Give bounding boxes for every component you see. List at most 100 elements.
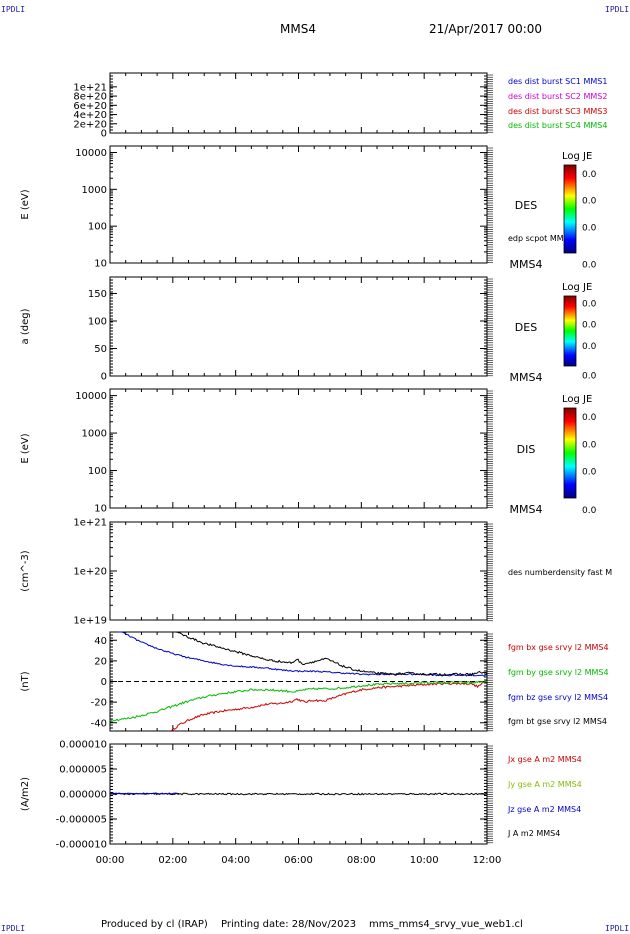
y-tick-label: 0.000000	[59, 790, 107, 801]
series-label: Jz gse A m2 MMS4	[507, 805, 581, 814]
y-tick-label: 1e+19	[73, 616, 107, 627]
y-tick-label: 1e+20	[73, 567, 107, 578]
spacecraft-label: MMS4	[510, 371, 543, 384]
y-tick-label: 40	[94, 636, 107, 647]
y-tick-label: 10000	[75, 148, 107, 159]
panel-frame-des-pitch	[109, 276, 488, 377]
y-tick-label: 1000	[82, 429, 107, 440]
corner-label-top-right: IPDLI	[605, 5, 630, 14]
series-label: Jy gse A m2 MMS4	[507, 780, 582, 789]
panel-frame-density	[109, 521, 488, 621]
footer-printing-date: Printing date: 28/Nov/2023	[221, 919, 357, 930]
y-tick-label: 0	[101, 372, 107, 383]
date-title: 21/Apr/2017 00:00	[429, 22, 543, 36]
y-tick-label: -0.000005	[56, 815, 107, 826]
colorbar-tick-label: 0.0	[582, 197, 597, 207]
corner-label-bottom-right: IPDLI	[605, 924, 630, 933]
x-tick-label: 06:00	[284, 855, 313, 866]
x-tick-label: 00:00	[96, 855, 125, 866]
y-tick-label: 6e+20	[73, 101, 107, 112]
series-label: des dist burst SC2 MMS2	[508, 92, 607, 101]
colorbar-tick-label: 0.0	[582, 440, 597, 450]
series-label: des dist burst SC4 MMS4	[508, 121, 607, 130]
colorbar	[563, 164, 577, 254]
series-label: des dist burst SC3 MMS3	[508, 107, 607, 116]
footer-filename: mms_mms4_srvy_vue_web1.cl	[369, 919, 523, 930]
y-axis-label: a (deg)	[20, 308, 31, 344]
series-line	[117, 631, 488, 677]
panel-frame-des-energy	[109, 145, 488, 264]
footer-produced: Produced by cl (IRAP)	[101, 919, 208, 930]
colorbar-tick-label: 0.0	[582, 413, 597, 423]
y-axis-label: (nT)	[20, 671, 31, 691]
x-tick-label: 02:00	[158, 855, 187, 866]
series-label: fgm bz gse srvy l2 MMS4	[508, 693, 608, 702]
y-tick-label: 4e+20	[73, 110, 107, 121]
series-label: fgm by gse srvy l2 MMS4	[508, 668, 609, 677]
y-tick-label: 100	[88, 466, 107, 477]
y-tick-label: 0.000010	[59, 740, 107, 751]
y-tick-label: 8e+20	[73, 92, 107, 103]
colorbar-title: Log JE	[562, 282, 592, 293]
corner-label-bottom-left: IPDLI	[1, 924, 26, 933]
panel-frame-dis-energy	[109, 388, 488, 509]
colorbar-title: Log JE	[562, 394, 592, 405]
corner-label-top-left: IPDLI	[1, 5, 26, 14]
y-tick-label: 150	[88, 289, 107, 300]
y-tick-label: 2e+20	[73, 119, 107, 130]
series-line	[109, 792, 180, 795]
series-line	[109, 792, 488, 796]
overlay-label: edp scpot MMS4	[508, 234, 574, 243]
colorbar-tick-label: 0.0	[582, 342, 597, 352]
spacecraft-title: MMS4	[280, 22, 316, 36]
y-tick-label: 1000	[82, 185, 107, 196]
y-tick-label: 20	[94, 656, 107, 667]
y-tick-label: 100	[88, 222, 107, 233]
y-tick-label: 10	[94, 259, 107, 270]
y-tick-label: 10000	[75, 391, 107, 402]
instrument-label: DES	[515, 321, 537, 334]
y-tick-label: 50	[94, 344, 107, 355]
colorbar-tick-label: 0.0	[582, 299, 597, 309]
colorbar	[563, 295, 577, 367]
instrument-label: DIS	[517, 443, 536, 456]
series-label: des dist burst SC1 MMS1	[508, 77, 607, 86]
y-tick-label: 100	[88, 317, 107, 328]
series-label: fgm bx gse srvy l2 MMS4	[508, 643, 609, 652]
y-axis-label: E (eV)	[20, 433, 31, 463]
series-line	[109, 680, 488, 722]
colorbar-tick-label: 0.0	[582, 468, 597, 478]
series-line	[176, 631, 488, 677]
y-tick-label: 0	[101, 677, 107, 688]
colorbar-tick-label: 0.0	[582, 321, 597, 331]
x-tick-label: 12:00	[473, 855, 502, 866]
y-tick-label: 1e+21	[73, 82, 107, 93]
x-tick-label: 08:00	[347, 855, 376, 866]
y-tick-label: 0.000005	[59, 765, 107, 776]
colorbar-title: Log JE	[562, 151, 592, 162]
y-tick-label: -0.000010	[56, 840, 107, 851]
y-axis-label: (cm^-3)	[20, 550, 31, 591]
series-line	[170, 681, 488, 732]
series-label: fgm bt gse srvy l2 MMS4	[508, 717, 607, 726]
y-axis-label: (A/m2)	[20, 777, 31, 811]
panel-frame-dist	[109, 72, 488, 134]
series-label: des numberdensity fast M	[508, 568, 612, 577]
colorbar-tick-label: 0.0	[582, 223, 597, 233]
x-tick-label: 04:00	[221, 855, 250, 866]
series-label: J A m2 MMS4	[507, 829, 560, 838]
y-tick-label: 1e+21	[73, 518, 107, 529]
y-axis-label: E (eV)	[20, 189, 31, 219]
series-label: Jx gse A m2 MMS4	[507, 755, 582, 764]
spacecraft-label: MMS4	[510, 258, 543, 271]
colorbar-tick-label: 0.0	[582, 170, 597, 180]
colorbar-tick-label: 0.0	[582, 371, 597, 381]
colorbar-tick-label: 0.0	[582, 261, 597, 271]
y-tick-label: 0	[101, 129, 107, 140]
y-tick-label: -20	[91, 698, 107, 709]
y-tick-label: -40	[91, 718, 107, 729]
colorbar-tick-label: 0.0	[582, 506, 597, 516]
instrument-label: DES	[515, 199, 537, 212]
y-tick-label: 10	[94, 504, 107, 515]
